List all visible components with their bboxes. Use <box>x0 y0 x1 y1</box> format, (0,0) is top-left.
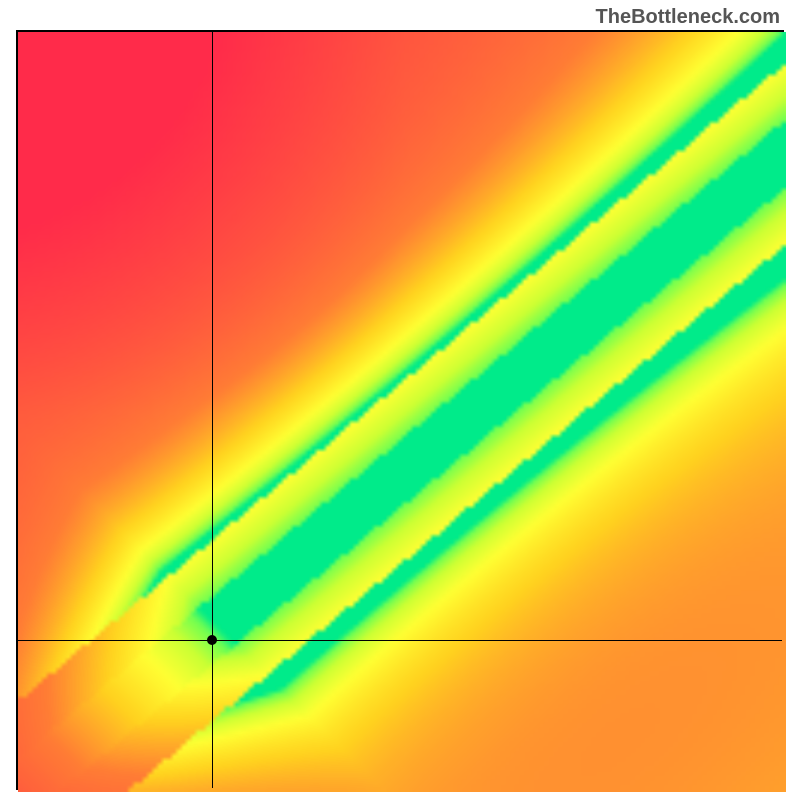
bottleneck-heatmap <box>16 30 784 790</box>
crosshair-vertical <box>212 32 213 788</box>
heatmap-canvas <box>18 32 786 792</box>
watermark: TheBottleneck.com <box>596 6 780 29</box>
operating-point-marker <box>207 635 217 645</box>
crosshair-horizontal <box>18 640 782 641</box>
